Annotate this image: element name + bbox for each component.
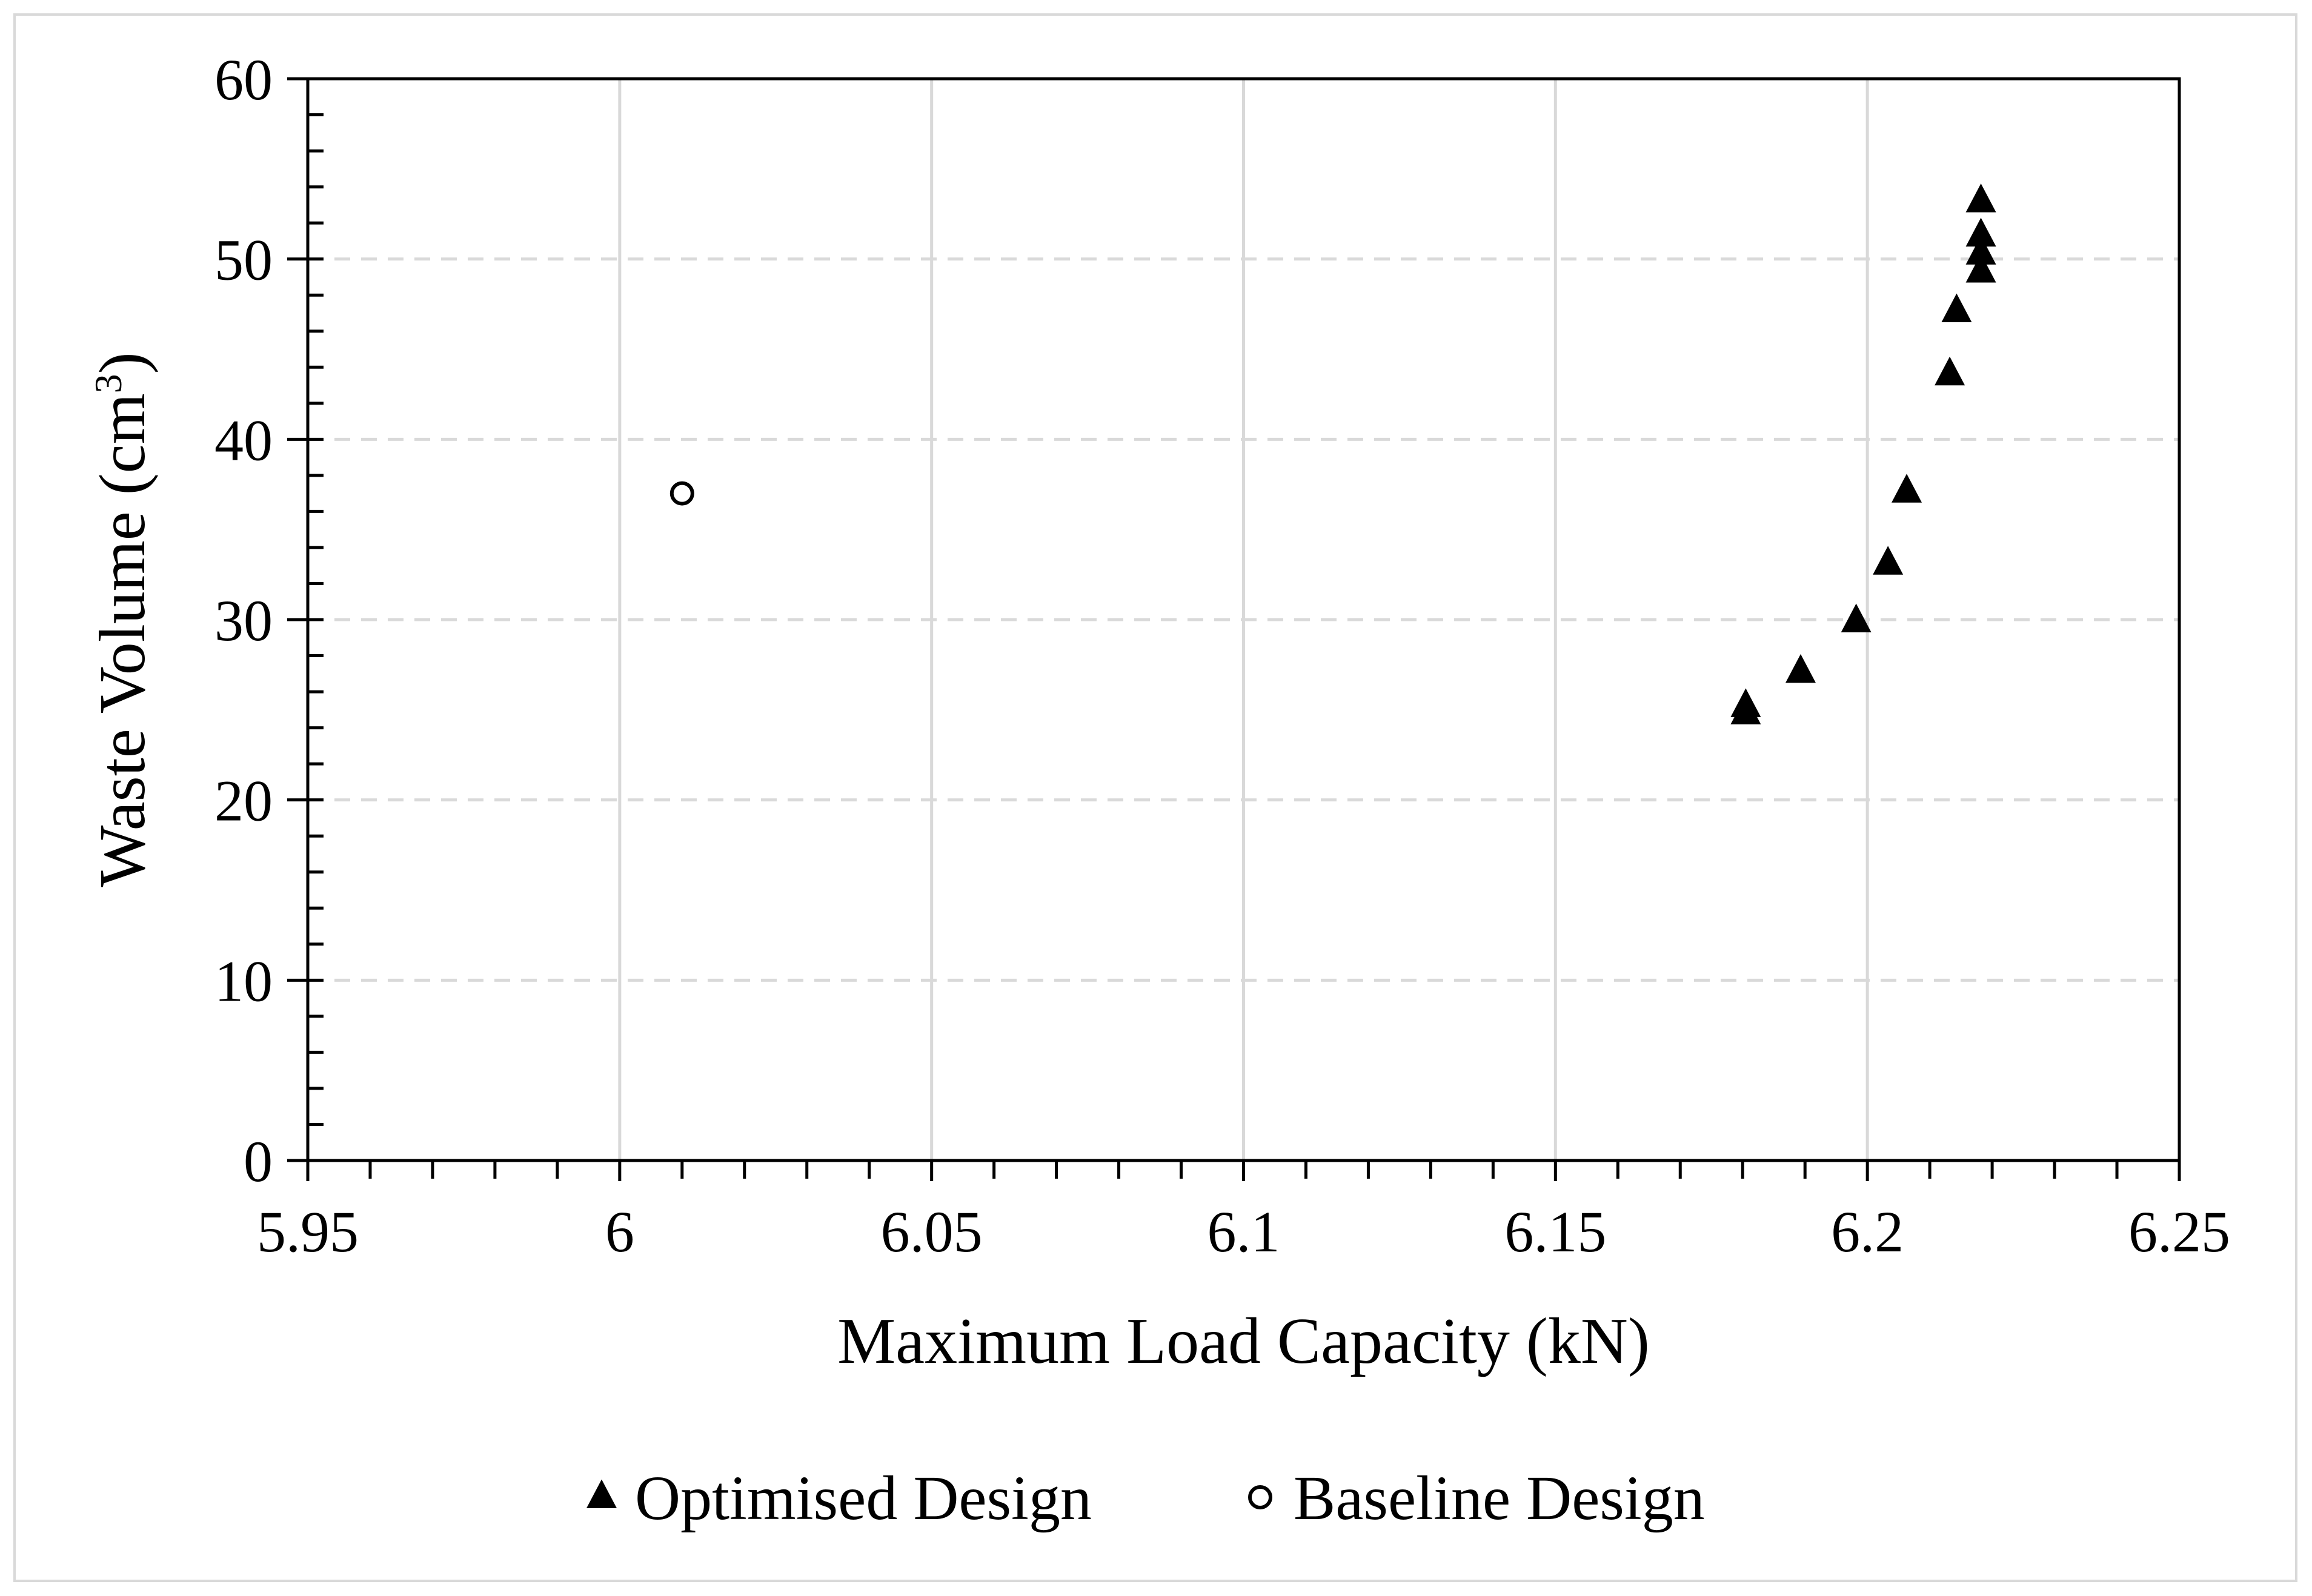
y-axis-tick-labels: 0 10 20 30 40 50 60 (214, 47, 273, 1194)
x-axis-tick-labels: 5.95 6 6.05 6.1 6.15 6.2 6.25 (257, 1199, 2230, 1264)
legend-label-optimised: Optimised Design (635, 1463, 1092, 1533)
optimised-design-point (1965, 254, 1996, 283)
optimised-design-point (1935, 356, 1965, 386)
optimised-design-point (1965, 236, 1996, 265)
optimised-design-point (1965, 183, 1996, 213)
axis-ticks (287, 77, 2181, 1181)
x-tick-label: 6.05 (881, 1199, 983, 1264)
optimised-design-point (1730, 688, 1761, 717)
optimised-design-point (1965, 217, 1996, 247)
optimised-design-point (1941, 293, 1972, 323)
x-tick-label: 6.15 (1504, 1199, 1606, 1264)
data-points (669, 183, 1996, 724)
y-tick-label: 40 (214, 408, 273, 472)
y-tick-label: 0 (244, 1129, 273, 1194)
optimised-design-point (1785, 654, 1816, 683)
legend-marker-optimised-triangle (586, 1479, 617, 1509)
y-axis-title: Waste Volume (cm3) (87, 352, 159, 887)
y-axis-title-superscript: 3 (87, 374, 130, 393)
y-tick-label: 60 (214, 47, 273, 112)
optimised-design-point (1873, 546, 1904, 575)
baseline-design-point (669, 481, 694, 506)
optimised-design-point (1892, 474, 1922, 503)
legend: Optimised Design Baseline Design (586, 1463, 1705, 1533)
y-tick-label: 10 (214, 949, 273, 1013)
y-tick-label: 30 (214, 588, 273, 653)
legend-label-baseline: Baseline Design (1294, 1463, 1705, 1533)
x-tick-label: 6.25 (2128, 1199, 2230, 1264)
x-tick-label: 6.2 (1831, 1199, 1904, 1264)
x-tick-label: 6 (605, 1199, 634, 1264)
legend-marker-baseline-circle (1248, 1485, 1272, 1509)
x-tick-label: 6.1 (1207, 1199, 1280, 1264)
y-tick-label: 50 (214, 228, 273, 293)
y-tick-label: 20 (214, 769, 273, 833)
x-tick-label: 5.95 (257, 1199, 359, 1264)
x-axis-title: Maximum Load Capacity (kN) (837, 1305, 1650, 1377)
y-axis-title-close: ) (87, 352, 159, 374)
chart-frame (13, 13, 2297, 1582)
optimised-design-point (1841, 603, 1872, 633)
grid-layer (308, 79, 2179, 1161)
y-axis-title-main: Waste Volume (cm (87, 393, 159, 887)
